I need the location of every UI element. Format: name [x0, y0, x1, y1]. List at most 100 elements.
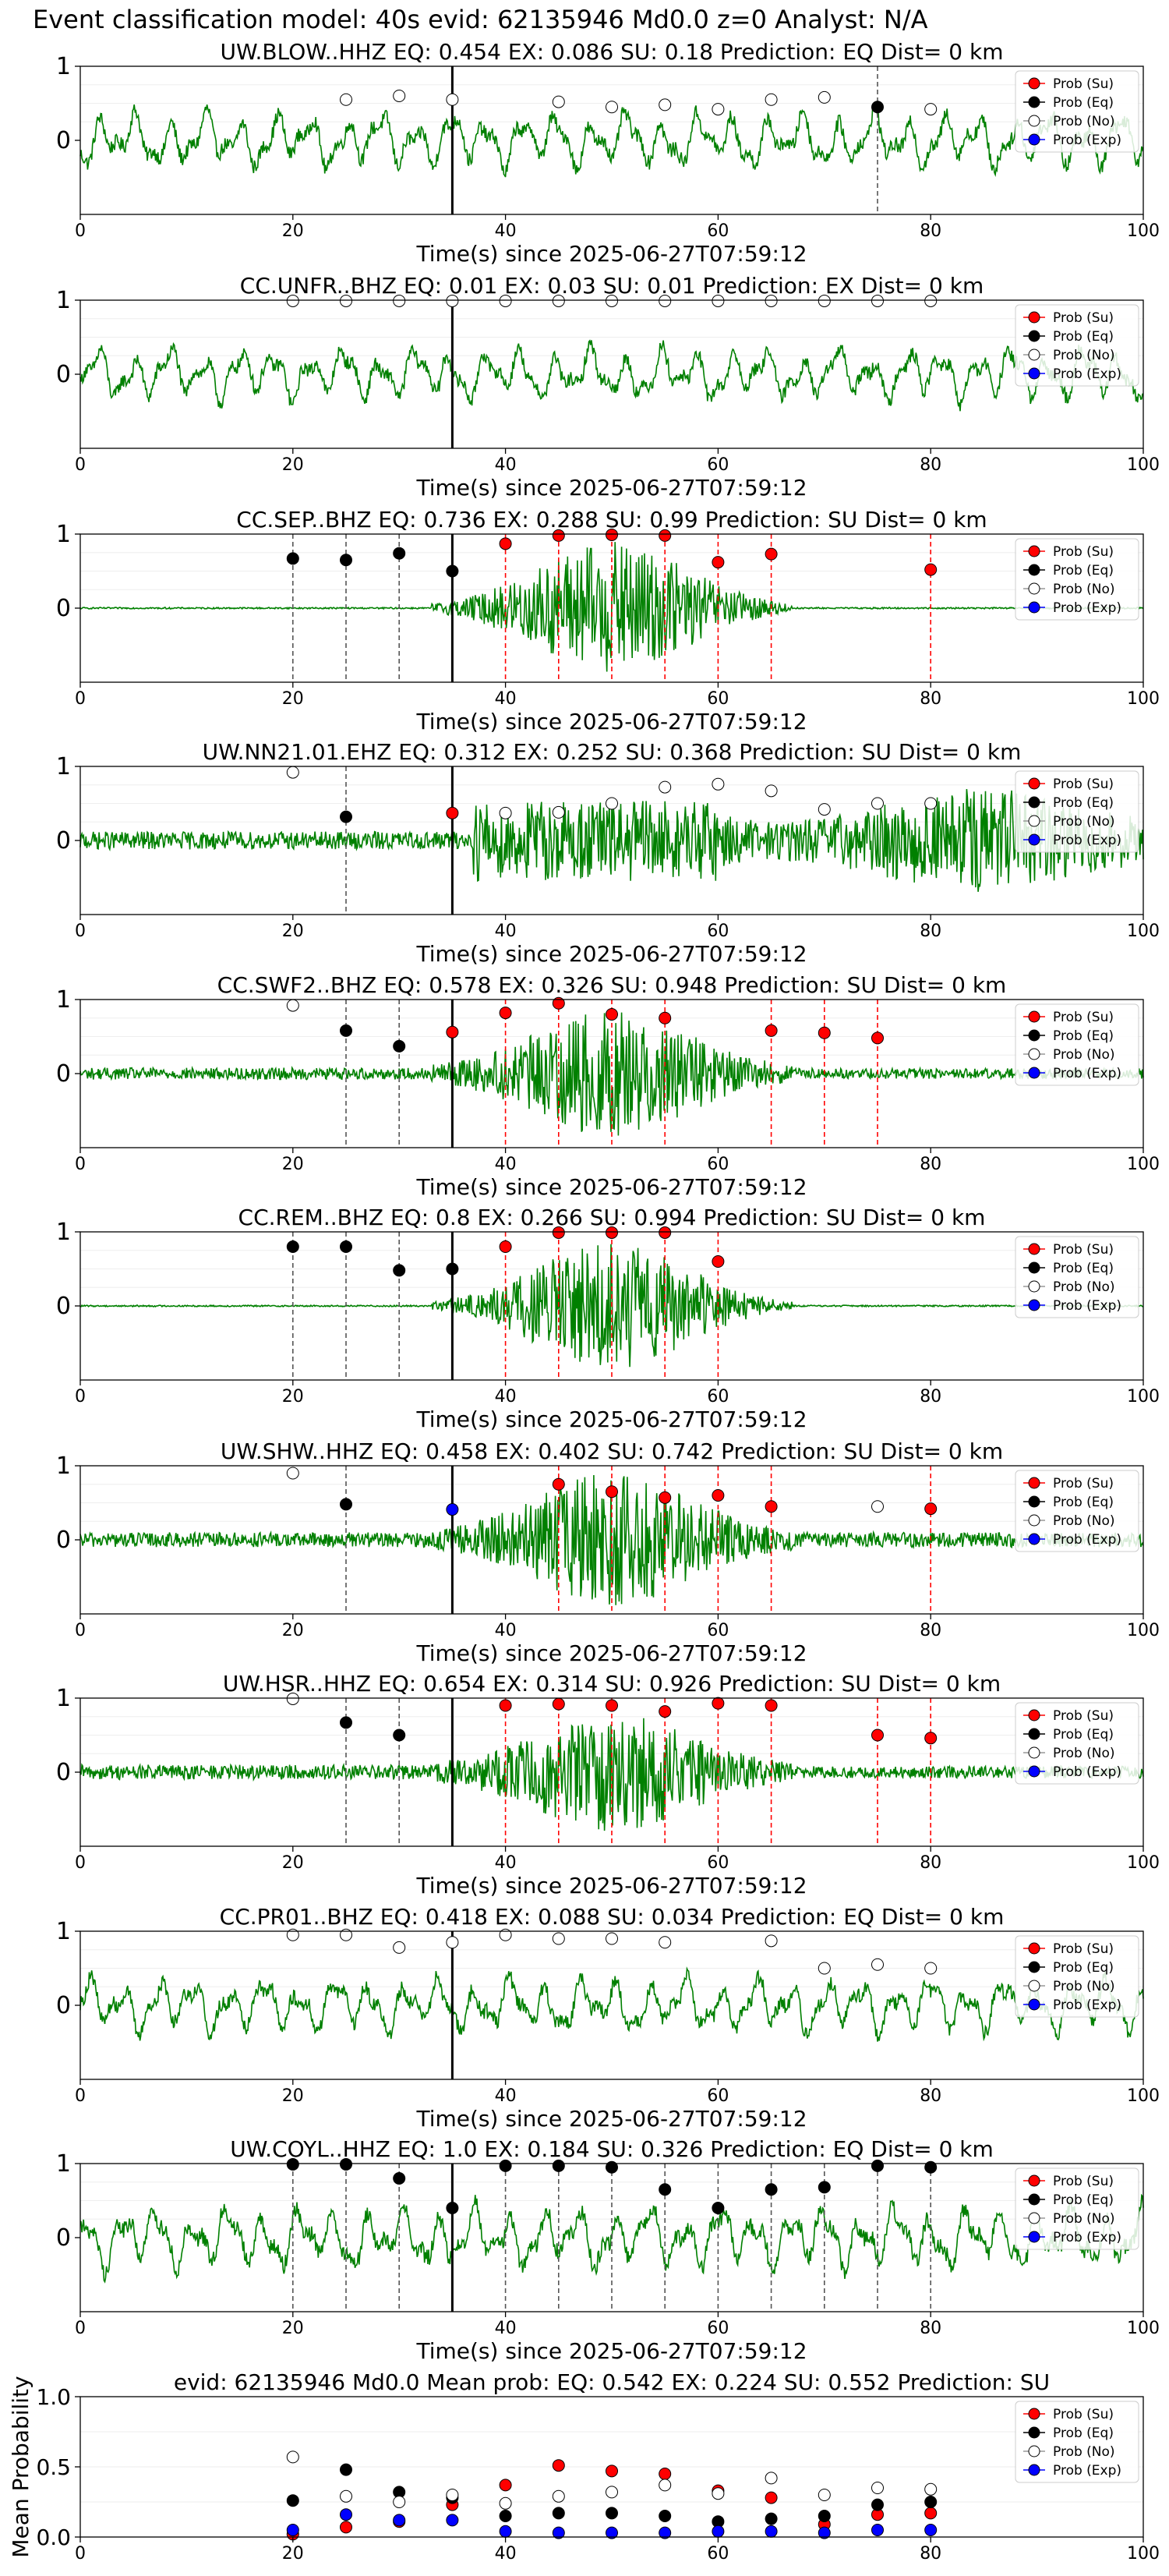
legend-marker	[1028, 2408, 1040, 2420]
legend-box	[1015, 538, 1139, 621]
panel-2: 0 20 40 60 80 100 0 1 CC.UNFR..BHZ EQ: 0.01 EX: …	[56, 273, 1160, 501]
y-tick-label: 1.0	[36, 2384, 71, 2410]
panel-title: CC.PR01..BHZ EQ: 0.418 EX: 0.088 SU: 0.0…	[220, 1904, 1005, 1930]
prob-point	[552, 805, 565, 819]
legend-box	[1015, 1236, 1139, 1318]
panel-4: 0 20 40 60 80 100 0 1 UW.NN21.01.EHZ EQ: 0.312 E…	[56, 739, 1160, 967]
x-tick-label: 20	[282, 1853, 304, 1873]
prob-point	[340, 93, 352, 106]
prob-point	[606, 528, 618, 541]
y-tick-label: 0	[56, 595, 71, 622]
legend-label: Prob (Eq)	[1053, 1495, 1114, 1510]
panel-5: 0 20 40 60 80 100 0 1 CC.SWF2..BHZ EQ: 0.578 EX:…	[56, 972, 1160, 1200]
prob-point	[446, 806, 459, 819]
prob-point	[499, 1007, 512, 1020]
x-tick-label: 80	[920, 1155, 941, 1174]
prob-point	[818, 1962, 831, 1975]
prob-point	[924, 2482, 938, 2496]
prob-point	[446, 2489, 459, 2501]
prob-point	[499, 294, 512, 307]
x-tick-label: 20	[282, 1387, 304, 1407]
prob-point	[659, 529, 672, 542]
legend-label: Prob (Exp)	[1053, 1298, 1121, 1314]
x-tick-label: 20	[282, 2319, 304, 2338]
prob-point	[340, 810, 352, 823]
legend-label: Prob (Exp)	[1053, 366, 1121, 382]
prob-point	[552, 294, 565, 307]
prob-point	[871, 1500, 884, 1513]
y-tick-label: 0	[56, 2224, 71, 2252]
prob-point	[606, 797, 618, 810]
legend-marker	[1028, 115, 1040, 127]
prob-point	[871, 2524, 884, 2536]
prob-point	[552, 2489, 565, 2503]
prob-point	[871, 294, 884, 307]
legend-label: Prob (Eq)	[1053, 329, 1114, 345]
panel-title: CC.UNFR..BHZ EQ: 0.01 EX: 0.03 SU: 0.01 …	[240, 273, 984, 299]
y-tick-label: 0.0	[36, 2525, 71, 2550]
y-tick-label: 0	[56, 827, 71, 855]
prob-point	[712, 294, 725, 307]
prob-point	[765, 294, 778, 307]
x-tick-label: 20	[282, 689, 304, 709]
legend-marker	[1028, 1514, 1040, 1527]
prob-point	[818, 90, 831, 104]
legend-marker	[1028, 1942, 1040, 1955]
prob-point	[606, 1932, 618, 1945]
legend-marker	[1028, 582, 1040, 595]
prob-point	[446, 1503, 459, 1516]
legend-label: Prob (Eq)	[1053, 95, 1114, 111]
legend-marker	[1028, 77, 1040, 90]
legend-label: Prob (No)	[1053, 1746, 1115, 1761]
prob-point	[659, 1491, 672, 1504]
prob-point	[393, 1039, 406, 1053]
y-tick-label: 1	[56, 2150, 71, 2178]
plot-area	[80, 300, 1143, 448]
prob-point	[286, 1692, 299, 1705]
x-tick-label: 40	[495, 1155, 517, 1174]
prob-point	[340, 2508, 352, 2521]
prob-point	[552, 529, 565, 542]
prob-point	[552, 1477, 565, 1491]
legend-label: Prob (Su)	[1053, 1476, 1114, 1491]
prob-point	[552, 95, 565, 108]
x-tick-label: 80	[920, 2544, 941, 2564]
prob-point	[606, 1008, 618, 1021]
legend-label: Prob (Exp)	[1053, 600, 1121, 616]
legend-box	[1015, 304, 1139, 387]
legend-marker	[1028, 2174, 1040, 2187]
panel-11: 0 20 40 60 80 100 0.0 0.5 1.0 evid: 62135946 Md0.…	[8, 2369, 1160, 2564]
y-tick-label: 1	[56, 1918, 71, 1945]
prob-point	[712, 2525, 725, 2538]
prob-point	[818, 803, 831, 816]
prob-point	[340, 294, 352, 307]
legend-label: Prob (Su)	[1053, 2407, 1114, 2422]
x-tick-label: 40	[495, 922, 517, 941]
legend-label: Prob (Su)	[1053, 544, 1114, 560]
x-tick-label: 60	[707, 2319, 729, 2338]
panel-title: CC.SWF2..BHZ EQ: 0.578 EX: 0.326 SU: 0.9…	[217, 972, 1007, 998]
legend-label: Prob (Su)	[1053, 1708, 1114, 1724]
waveform-trace	[79, 339, 1144, 412]
x-tick-label: 20	[282, 455, 304, 475]
legend-marker	[1028, 330, 1040, 342]
x-tick-label: 60	[707, 689, 729, 709]
x-tick-label: 100	[1127, 922, 1160, 941]
prob-point	[712, 2202, 725, 2214]
prob-point	[659, 2183, 672, 2196]
prob-point	[924, 2507, 938, 2520]
prob-point	[871, 2498, 884, 2511]
prob-point	[606, 2486, 618, 2499]
y-tick-label: 0	[56, 1293, 71, 1320]
prob-point	[552, 1226, 565, 1239]
panel-title: CC.SEP..BHZ EQ: 0.736 EX: 0.288 SU: 0.99…	[236, 507, 987, 533]
x-tick-label: 40	[495, 2086, 517, 2106]
prob-point	[765, 1934, 778, 1948]
legend-label: Prob (Eq)	[1053, 1727, 1114, 1743]
prob-point	[871, 797, 884, 810]
prob-point	[393, 1264, 406, 1277]
legend-marker	[1028, 96, 1040, 108]
prob-point	[606, 2160, 618, 2174]
x-tick-label: 0	[75, 1853, 86, 1873]
prob-point	[871, 1958, 884, 1971]
